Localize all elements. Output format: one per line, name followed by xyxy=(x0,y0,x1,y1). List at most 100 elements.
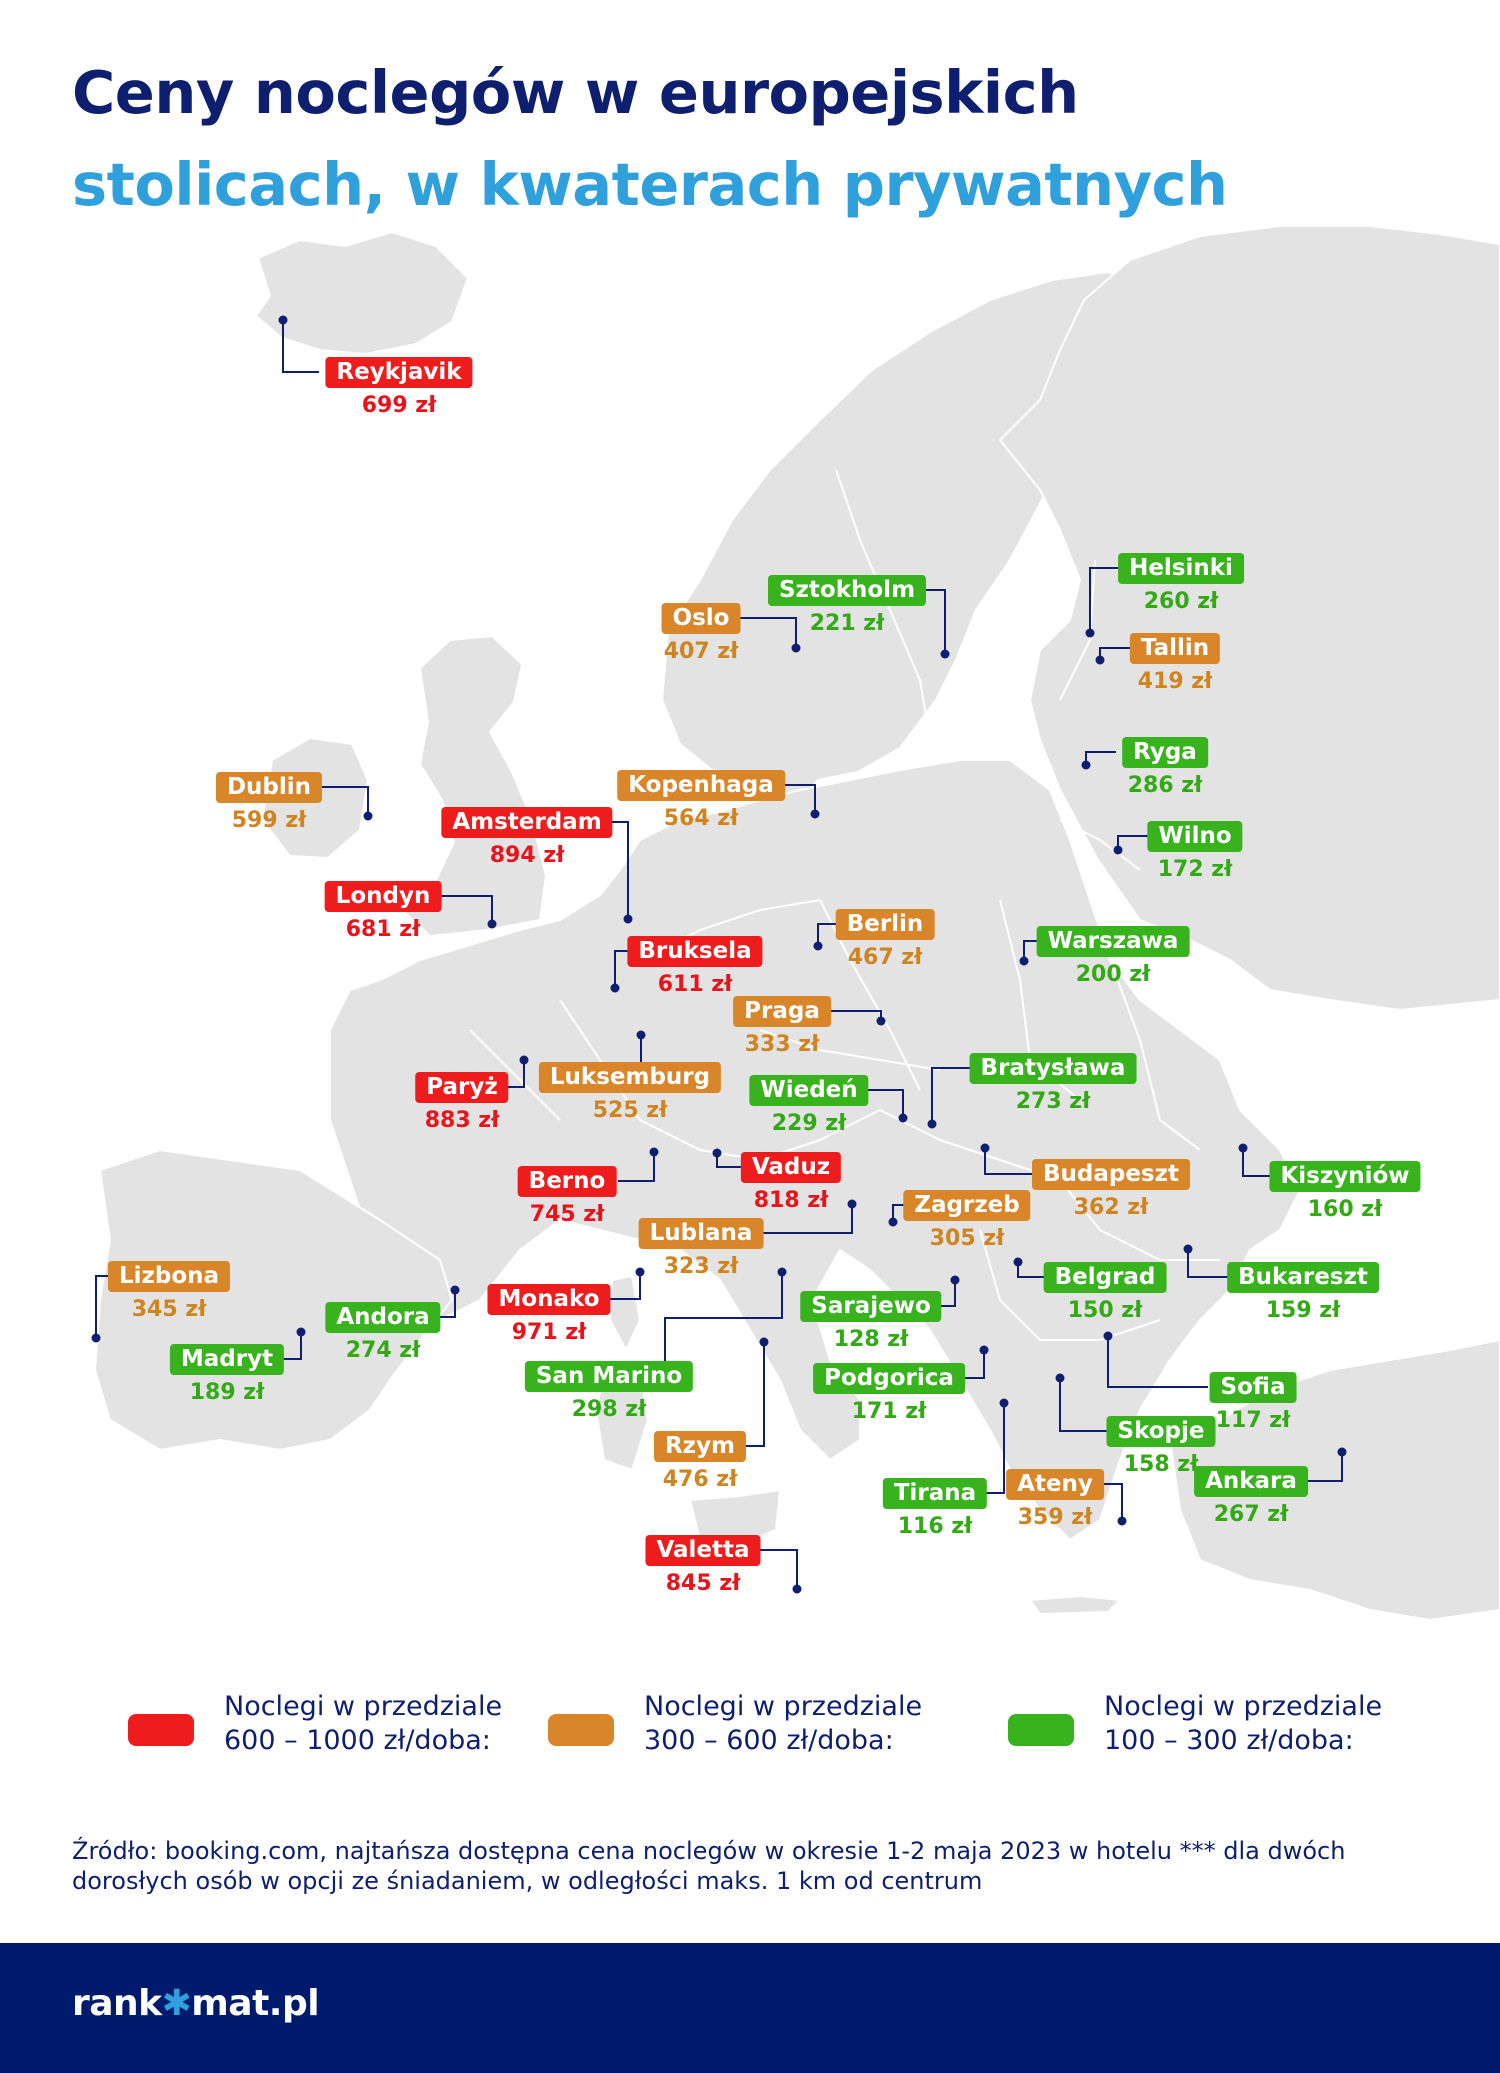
city-dot-paryz xyxy=(519,1055,529,1065)
legend-green-line1: Noclegi w przedziale xyxy=(1104,1691,1383,1722)
city-dot-tallin xyxy=(1095,655,1105,665)
city-name-badge: Bukareszt xyxy=(1227,1262,1379,1293)
city-price: 476 zł xyxy=(662,1467,738,1492)
country-borders xyxy=(469,469,1220,1341)
city-price: 564 zł xyxy=(663,806,739,831)
city-dot-lublana xyxy=(847,1199,857,1209)
leader-line-londyn xyxy=(437,895,493,924)
city-price: 362 zł xyxy=(1073,1195,1149,1220)
city-name-badge: Andora xyxy=(325,1302,441,1333)
city-price: 298 zł xyxy=(571,1397,647,1422)
city-name-badge: Lublana xyxy=(638,1218,764,1249)
leader-line-madryt xyxy=(282,1332,302,1360)
leader-line-wilno xyxy=(1117,835,1148,850)
city-name-badge: Paryż xyxy=(415,1072,509,1103)
city-dot-reykjavik xyxy=(278,315,288,325)
leader-line-belgrad xyxy=(1017,1262,1045,1278)
city-dot-amsterdam xyxy=(623,914,633,924)
city-dot-berlin xyxy=(813,941,823,951)
city-name-badge: Helsinki xyxy=(1118,553,1244,584)
city-name-badge: Skopje xyxy=(1106,1416,1216,1447)
iberia-shape xyxy=(94,1149,453,1451)
city-dot-skopje xyxy=(1055,1373,1065,1383)
city-price: 305 zł xyxy=(929,1226,1005,1251)
city-price: 525 zł xyxy=(592,1098,668,1123)
city-dot-kiszyniow xyxy=(1238,1143,1248,1153)
leader-line-ateny xyxy=(1101,1483,1123,1521)
city-price: 419 zł xyxy=(1137,669,1213,694)
leader-line-sztokholm xyxy=(918,589,946,654)
leader-line-berlin xyxy=(817,923,838,946)
source-note: Źródło: booking.com, najtańsza dostępna … xyxy=(72,1836,1442,1896)
city-dot-lizbona xyxy=(91,1333,101,1343)
leader-line-podgorica xyxy=(956,1350,985,1379)
city-dot-belgrad xyxy=(1013,1257,1023,1267)
leader-line-lizbona xyxy=(95,1275,113,1338)
city-name-badge: Luksemburg xyxy=(538,1062,722,1093)
city-name-badge: Budapeszt xyxy=(1031,1159,1191,1190)
leader-line-monako xyxy=(603,1272,641,1300)
city-name-badge: Warszawa xyxy=(1036,926,1190,957)
city-dots xyxy=(91,315,1347,1594)
city-price: 200 zł xyxy=(1075,962,1151,987)
crete-shape xyxy=(1029,1595,1121,1615)
legend-swatch-red xyxy=(128,1714,194,1746)
city-dot-zagrzeb xyxy=(888,1217,898,1227)
city-price: 599 zł xyxy=(231,808,307,833)
city-dot-bruksela xyxy=(610,983,620,993)
city-price: 229 zł xyxy=(771,1111,847,1136)
city-name-badge: Ryga xyxy=(1122,737,1208,768)
city-name-badge: Berlin xyxy=(835,909,935,940)
legend-red-line1: Noclegi w przedziale xyxy=(224,1691,503,1722)
city-dot-dublin xyxy=(363,811,373,821)
city-dot-sofia xyxy=(1103,1331,1113,1341)
city-dot-ankara xyxy=(1337,1447,1347,1457)
leader-line-berno xyxy=(618,1152,655,1182)
city-dot-bratyslawa xyxy=(927,1119,937,1129)
city-name-badge: Sztokholm xyxy=(767,575,927,606)
city-dot-berno xyxy=(649,1147,659,1157)
city-price: 883 zł xyxy=(424,1108,500,1133)
city-price: 894 zł xyxy=(489,843,565,868)
city-price: 267 zł xyxy=(1213,1502,1289,1527)
city-name-badge: San Marino xyxy=(524,1361,694,1392)
city-name-badge: Praga xyxy=(733,996,831,1027)
star-icon: ✱ xyxy=(161,1983,192,2024)
city-name-badge: Lizbona xyxy=(107,1261,231,1292)
city-name-badge: Podgorica xyxy=(813,1363,965,1394)
city-price: 407 zł xyxy=(663,639,739,664)
leader-line-bratyslawa xyxy=(931,1067,978,1124)
legend-swatch-green xyxy=(1008,1714,1074,1746)
leader-line-sarajewo xyxy=(935,1280,956,1307)
city-price: 699 zł xyxy=(361,393,437,418)
finland-russia-shape xyxy=(999,225,1500,1011)
city-name-badge: Sofia xyxy=(1209,1372,1297,1403)
great-britain-shape xyxy=(401,635,547,937)
city-dot-sztokholm xyxy=(940,649,950,659)
city-price: 359 zł xyxy=(1017,1505,1093,1530)
city-dot-praga xyxy=(876,1016,886,1026)
city-name-badge: Tirana xyxy=(882,1478,988,1509)
city-price: 116 zł xyxy=(897,1514,973,1539)
leader-line-san-marino xyxy=(664,1272,783,1376)
leader-line-kiszyniow xyxy=(1242,1148,1282,1177)
city-name-badge: Rzym xyxy=(653,1431,747,1462)
city-dot-helsinki xyxy=(1085,628,1095,638)
leader-line-dublin xyxy=(314,786,369,816)
leader-line-wieden xyxy=(853,1089,904,1118)
leader-line-valetta xyxy=(750,1549,798,1589)
city-name-badge: Oslo xyxy=(661,603,741,634)
rankomat-logo[interactable]: rank✱mat.pl xyxy=(72,1983,320,2024)
city-price: 150 zł xyxy=(1067,1298,1143,1323)
city-dot-wieden xyxy=(898,1113,908,1123)
city-price: 221 zł xyxy=(809,611,885,636)
city-name-badge: Reykjavik xyxy=(325,357,473,388)
legend-red-line2: 600 – 1000 zł/doba: xyxy=(224,1725,491,1756)
city-price: 681 zł xyxy=(345,917,421,942)
leader-line-lublana xyxy=(756,1204,853,1234)
city-name-badge: Valetta xyxy=(645,1535,761,1566)
city-price: 160 zł xyxy=(1307,1197,1383,1222)
city-dot-bukareszt xyxy=(1183,1244,1193,1254)
city-dot-vaduz xyxy=(712,1148,722,1158)
city-price: 171 zł xyxy=(851,1399,927,1424)
